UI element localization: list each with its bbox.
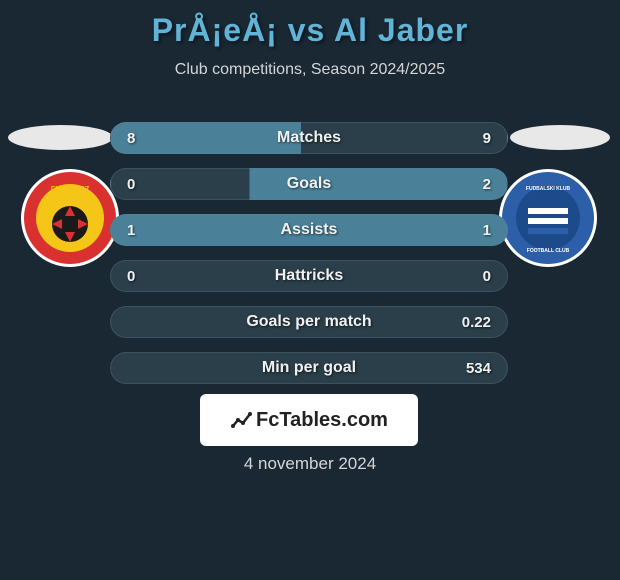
brand-label: FcTables.com [256,409,388,432]
left-ellipse [8,125,113,150]
stat-row-min-per-goal: Min per goal 534 [110,352,508,384]
stat-label: Min per goal [262,359,356,377]
stat-left-value: 0 [127,176,135,193]
stat-right-value: 1 [483,222,491,239]
stat-label: Goals per match [246,313,371,331]
stat-label: Goals [287,175,331,193]
svg-text:FK VELEZ: FK VELEZ [51,185,90,194]
stat-right-value: 9 [483,130,491,147]
stat-row-goals: 0 Goals 2 [110,168,508,200]
svg-text:FUDBALSKI KLUB: FUDBALSKI KLUB [526,186,571,192]
stat-row-goals-per-match: Goals per match 0.22 [110,306,508,338]
stat-label: Matches [277,129,341,147]
stat-left-value: 8 [127,130,135,147]
subtitle: Club competitions, Season 2024/2025 [0,61,620,79]
brand-box[interactable]: FcTables.com [200,394,418,446]
date-text: 4 november 2024 [0,454,620,474]
page-title: PrÅ¡eÅ¡ vs Al Jaber [0,0,620,49]
stat-right-value: 0.22 [462,314,491,331]
stat-row-matches: 8 Matches 9 [110,122,508,154]
right-club-badge: FUDBALSKI KLUB FOOTBALL CLUB [498,168,598,268]
left-club-badge: FK VELEZ [20,168,120,268]
svg-text:FOOTBALL CLUB: FOOTBALL CLUB [527,248,570,254]
stat-label: Hattricks [275,267,343,285]
stat-left-value: 1 [127,222,135,239]
stat-right-value: 0 [483,268,491,285]
chart-icon [230,408,254,432]
stat-row-assists: 1 Assists 1 [110,214,508,246]
brand-text: FcTables.com [230,408,388,432]
right-ellipse [510,125,610,150]
stat-label: Assists [281,221,338,239]
stat-right-value: 534 [466,360,491,377]
stats-container: 8 Matches 9 0 Goals 2 1 Assists 1 0 Hatt… [110,122,508,398]
stat-right-value: 2 [483,176,491,193]
stat-row-hattricks: 0 Hattricks 0 [110,260,508,292]
stat-left-value: 0 [127,268,135,285]
